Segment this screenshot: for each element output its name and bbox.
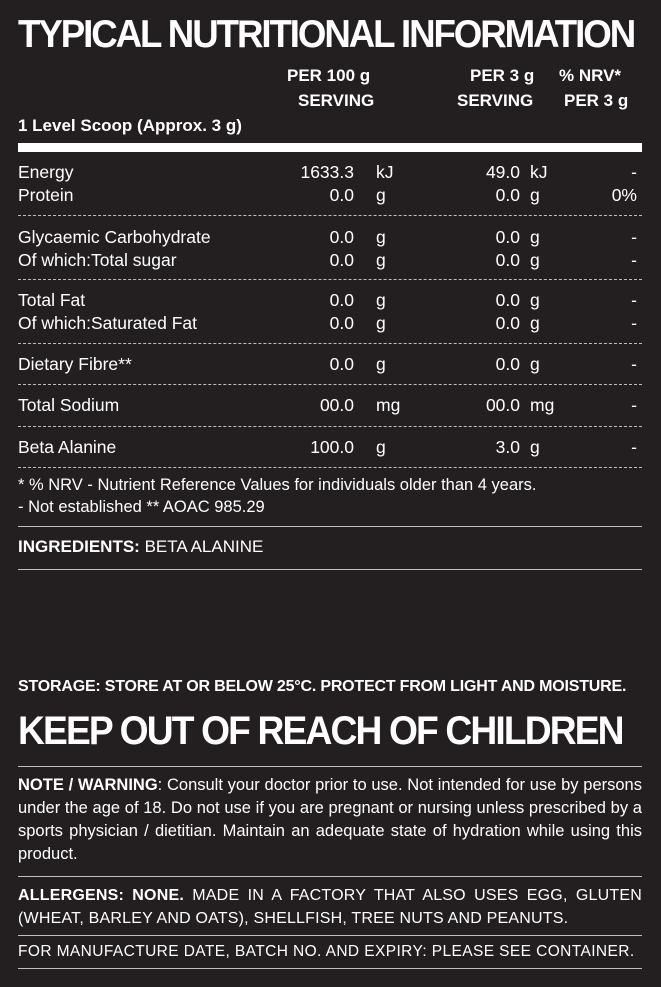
header-per100-line2: SERVING [298,91,375,110]
row-divider [18,384,642,385]
unit-per100: g [376,313,386,333]
header-per100-line1: PER 100 g [287,66,371,85]
value-nrv: - [631,437,637,457]
unit-per100: g [376,354,386,374]
value-per3: 0.0 [495,185,520,205]
row-divider [18,467,642,468]
keep-out-of-reach-warning: KEEP OUT OF REACH OF CHILDREN [18,709,625,753]
table-row-protein: Protein 0.0 g 0.0 g 0% [0,184,661,206]
table-row-total-sugar: Of which:Total sugar 0.0 g 0.0 g - [0,249,661,271]
unit-per100: g [376,250,386,270]
value-nrv: - [631,250,637,270]
value-per100: 00.0 [319,395,354,415]
header-per3-line2: SERVING [457,91,534,110]
section-divider [18,935,642,936]
table-row-energy: Energy 1633.3 kJ 49.0 kJ - [0,161,661,183]
value-nrv: - [631,290,637,310]
value-per3: 49.0 [485,162,520,182]
row-label: Beta Alanine [18,437,117,457]
row-label: Protein [18,185,74,205]
section-divider [18,876,642,877]
unit-per100: g [376,290,386,310]
footnote-not-established: - Not established ** AOAC 985.29 [18,498,265,516]
value-per3: 0.0 [495,250,520,270]
unit-per100: g [376,185,386,205]
value-per100: 0.0 [329,227,354,247]
value-nrv: - [631,395,637,415]
header-divider-bar [18,143,642,152]
value-per3: 3.0 [495,437,520,457]
allergens-statement: ALLERGENS: NONE. MADE IN A FACTORY THAT … [18,884,642,930]
unit-per100: mg [376,395,401,415]
header-per3-line1: PER 3 g [470,66,535,85]
value-per100: 0.0 [329,185,354,205]
row-label: Total Sodium [18,395,120,415]
unit-per3: g [530,290,540,310]
unit-per3: g [530,250,540,270]
unit-per100: kJ [376,162,394,182]
value-per3: 0.0 [495,354,520,374]
header-nrv-line1: % NRV* [559,66,622,85]
unit-per3: g [530,227,540,247]
row-divider [18,426,642,427]
value-nrv: - [631,313,637,333]
table-row-carbohydrate: Glycaemic Carbohydrate 0.0 g 0.0 g - [0,226,661,248]
allergens-text: MADE IN A FACTORY THAT ALSO USES EGG, GL… [18,887,643,927]
value-per3: 00.0 [485,395,520,415]
value-nrv: - [631,354,637,374]
row-label: Of which:Saturated Fat [18,313,197,333]
ingredients-label: INGREDIENTS: [18,537,140,556]
allergens-label: ALLERGENS: NONE. [18,887,184,904]
note-warning: NOTE / WARNING: Consult your doctor prio… [18,774,642,866]
unit-per3: g [530,185,540,205]
row-label: Of which:Total sugar [18,250,177,270]
table-row-total-fat: Total Fat 0.0 g 0.0 g - [0,289,661,311]
row-divider [18,215,642,216]
unit-per100: g [376,437,386,457]
value-nrv: 0% [611,185,637,205]
value-nrv: - [631,227,637,247]
value-per100: 1633.3 [300,162,354,182]
table-row-beta-alanine: Beta Alanine 100.0 g 3.0 g - [0,436,661,458]
value-per100: 0.0 [329,290,354,310]
section-divider [18,968,642,969]
row-label: Energy [18,162,74,182]
value-per3: 0.0 [495,290,520,310]
unit-per3: g [530,354,540,374]
row-label: Dietary Fibre** [18,354,132,374]
footnote-nrv: * % NRV - Nutrient Reference Values for … [18,476,537,494]
ingredients-line: INGREDIENTS: BETA ALANINE [18,537,263,557]
row-label: Glycaemic Carbohydrate [18,227,211,247]
note-label: NOTE / WARNING [18,776,158,794]
serving-size-note: 1 Level Scoop (Approx. 3 g) [18,116,242,135]
row-divider [18,343,642,344]
value-nrv: - [631,162,637,182]
table-row-total-sodium: Total Sodium 00.0 mg 00.0 mg - [0,394,661,416]
manufacture-info: FOR MANUFACTURE DATE, BATCH NO. AND EXPI… [18,943,635,960]
value-per100: 100.0 [310,437,354,457]
unit-per3: mg [530,395,555,415]
section-divider [18,569,642,570]
storage-instructions: STORAGE: STORE AT OR BELOW 25°C. PROTECT… [18,678,627,695]
label-title: TYPICAL NUTRITIONAL INFORMATION [18,13,636,56]
row-label: Total Fat [18,290,86,310]
note-text: : Consult your doctor prior to use. Not … [18,776,642,863]
table-row-saturated-fat: Of which:Saturated Fat 0.0 g 0.0 g - [0,312,661,334]
unit-per3: g [530,437,540,457]
ingredients-value: BETA ALANINE [144,537,264,556]
unit-per100: g [376,227,386,247]
unit-per3: g [530,313,540,333]
header-nrv-line2: PER 3 g [564,91,629,110]
section-divider [18,526,642,527]
value-per3: 0.0 [495,313,520,333]
unit-per3: kJ [530,162,548,182]
table-row-dietary-fibre: Dietary Fibre** 0.0 g 0.0 g - [0,353,661,375]
section-divider [18,766,642,767]
value-per100: 0.0 [329,313,354,333]
value-per100: 0.0 [329,250,354,270]
value-per100: 0.0 [329,354,354,374]
row-divider [18,279,642,280]
value-per3: 0.0 [495,227,520,247]
